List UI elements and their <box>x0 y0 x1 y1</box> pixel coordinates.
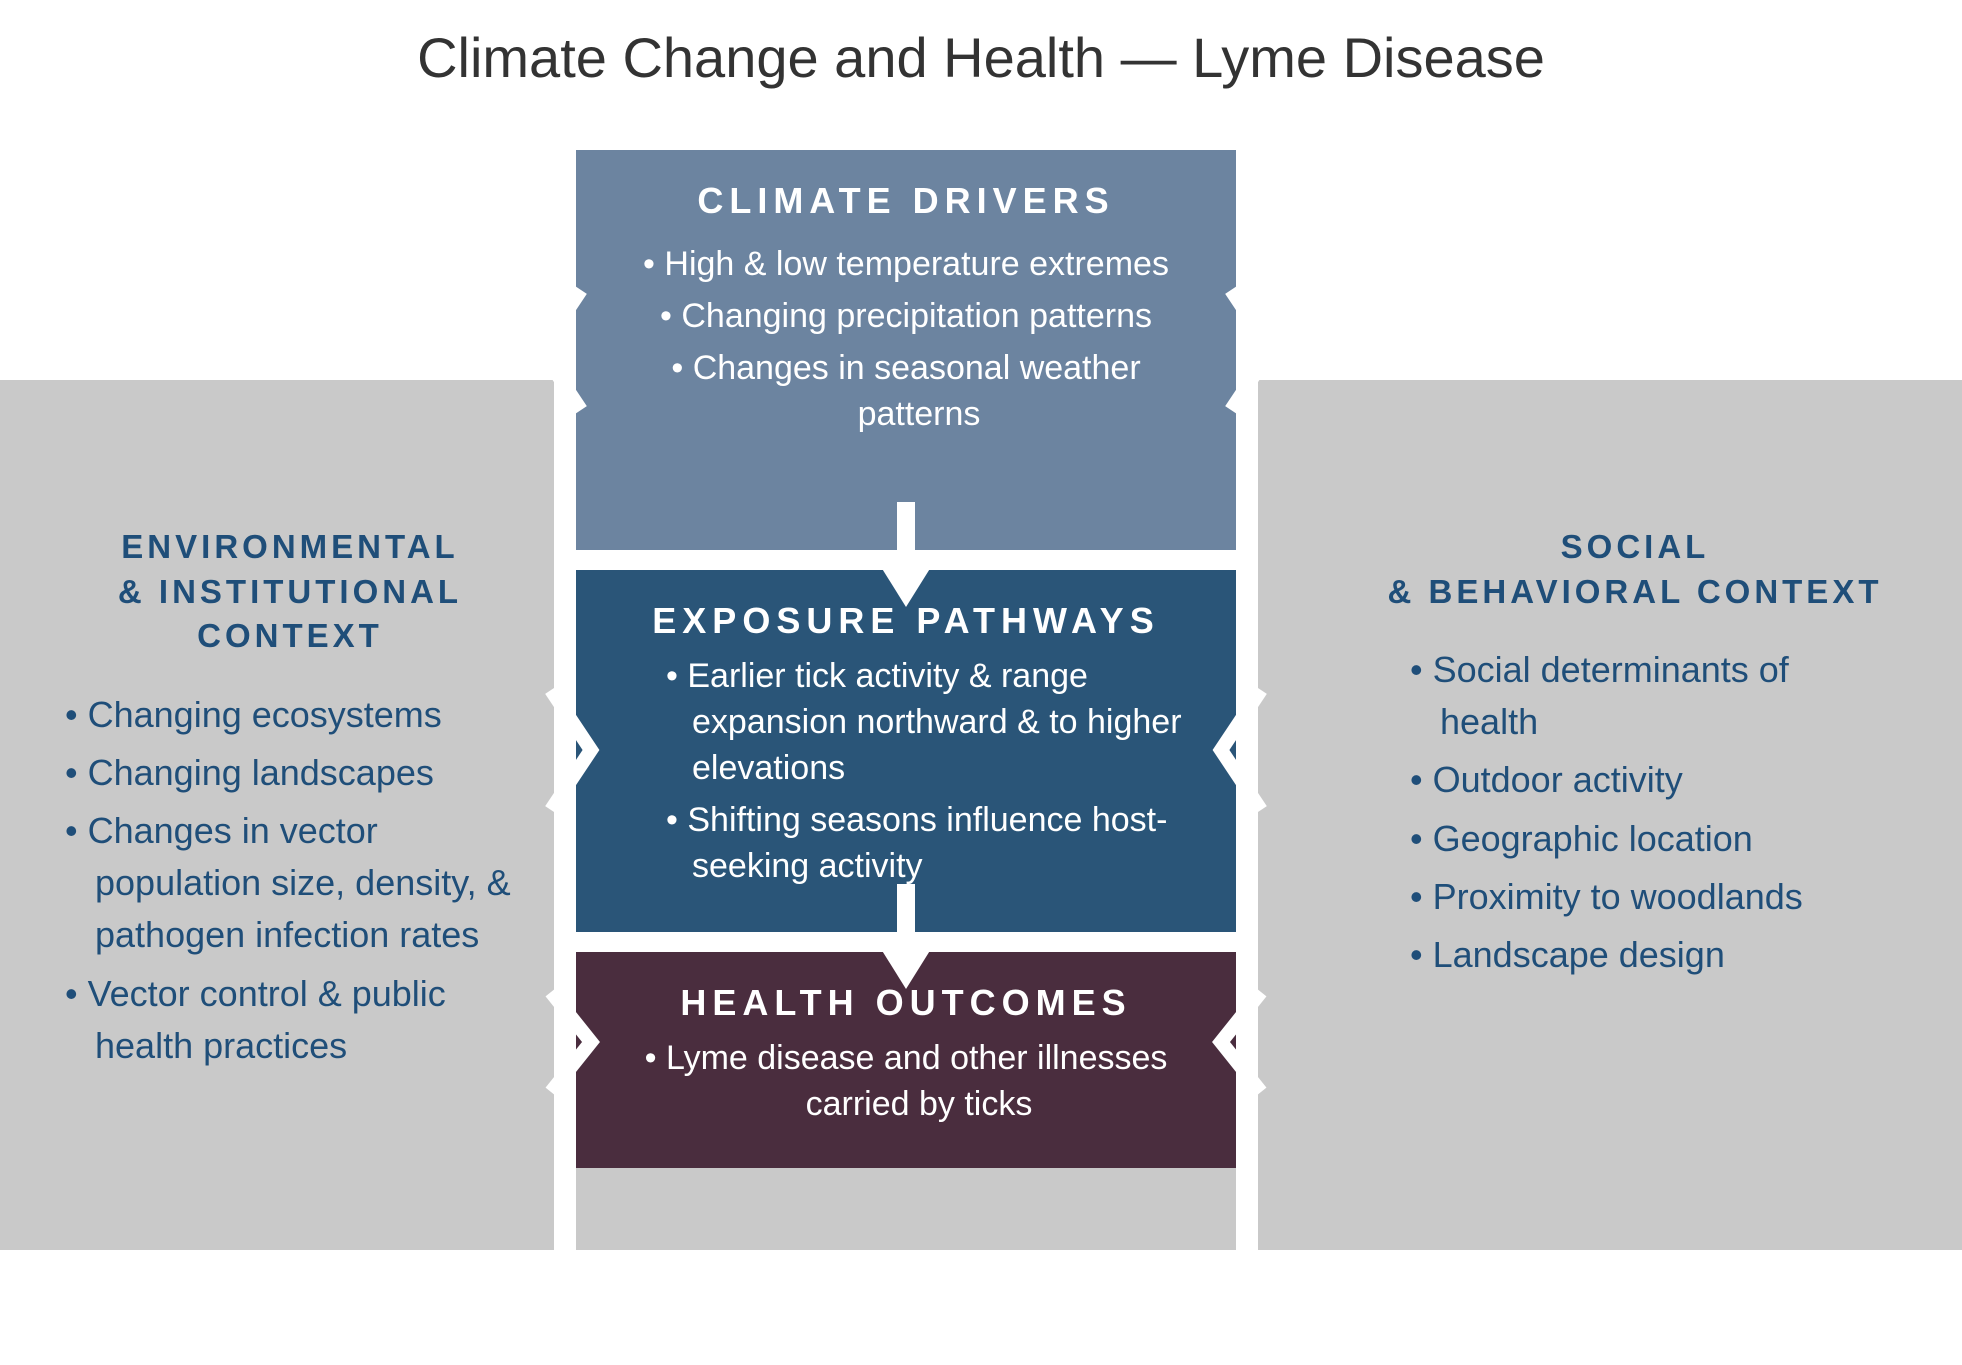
chevron-left-in-icon <box>1201 670 1291 830</box>
arrow-down-icon <box>871 884 941 994</box>
environmental-context-list: Changing ecosystems Changing landscapes Ch… <box>35 689 545 1072</box>
social-item: Geographic location <box>1410 813 1890 865</box>
social-item: Outdoor activity <box>1410 754 1890 806</box>
chevron-left-out-icon <box>521 270 611 430</box>
chevron-left-in-icon <box>1201 977 1291 1107</box>
social-context-title: SOCIAL & BEHAVIORAL CONTEXT <box>1380 525 1890 614</box>
soc-title-line2: & BEHAVIORAL CONTEXT <box>1388 573 1883 610</box>
gap-1 <box>576 550 1236 570</box>
social-context-panel: SOCIAL & BEHAVIORAL CONTEXT Social deter… <box>1380 525 1890 987</box>
env-title-line1: ENVIRONMENTAL <box>121 528 458 565</box>
environmental-context-title: ENVIRONMENTAL & INSTITUTIONAL CONTEXT <box>35 525 545 659</box>
gap-2 <box>576 932 1236 952</box>
exposure-pathways-box: EXPOSURE PATHWAYS Earlier tick activity … <box>576 570 1236 932</box>
exposure-pathways-list: Earlier tick activity & range expansion … <box>616 654 1196 889</box>
environmental-context-panel: ENVIRONMENTAL & INSTITUTIONAL CONTEXT Ch… <box>35 525 545 1078</box>
chevron-right-in-icon <box>521 977 611 1107</box>
health-outcomes-item: Lyme disease and other illnesses carried… <box>616 1036 1196 1128</box>
center-flow-column: CLIMATE DRIVERS High & low temperature e… <box>576 150 1236 1168</box>
health-outcomes-list: Lyme disease and other illnesses carried… <box>616 1036 1196 1128</box>
social-item: Landscape design <box>1410 929 1890 981</box>
social-context-list: Social determinants of health Outdoor act… <box>1380 644 1890 981</box>
exposure-pathways-item: Shifting seasons influence host-seeking … <box>666 798 1196 890</box>
environmental-item: Changing ecosystems <box>65 689 545 741</box>
arrow-down-icon <box>871 502 941 612</box>
climate-drivers-box: CLIMATE DRIVERS High & low temperature e… <box>576 150 1236 550</box>
social-item: Proximity to woodlands <box>1410 871 1890 923</box>
page-title: Climate Change and Health — Lyme Disease <box>0 0 1962 90</box>
environmental-item: Changes in vector population size, densi… <box>65 805 545 962</box>
climate-drivers-item: Changing precipitation patterns <box>616 294 1196 340</box>
soc-title-line1: SOCIAL <box>1561 528 1710 565</box>
env-title-line2: & INSTITUTIONAL CONTEXT <box>118 573 462 655</box>
environmental-item: Vector control & public health practices <box>65 968 545 1072</box>
climate-drivers-item: High & low temperature extremes <box>616 242 1196 288</box>
chevron-right-in-icon <box>521 670 611 830</box>
chevron-right-out-icon <box>1201 270 1291 430</box>
climate-drivers-title: CLIMATE DRIVERS <box>616 180 1196 222</box>
environmental-item: Changing landscapes <box>65 747 545 799</box>
climate-drivers-list: High & low temperature extremes Changing … <box>616 242 1196 438</box>
climate-drivers-item: Changes in seasonal weather patterns <box>616 346 1196 438</box>
social-item: Social determinants of health <box>1410 644 1890 748</box>
exposure-pathways-item: Earlier tick activity & range expansion … <box>666 654 1196 792</box>
